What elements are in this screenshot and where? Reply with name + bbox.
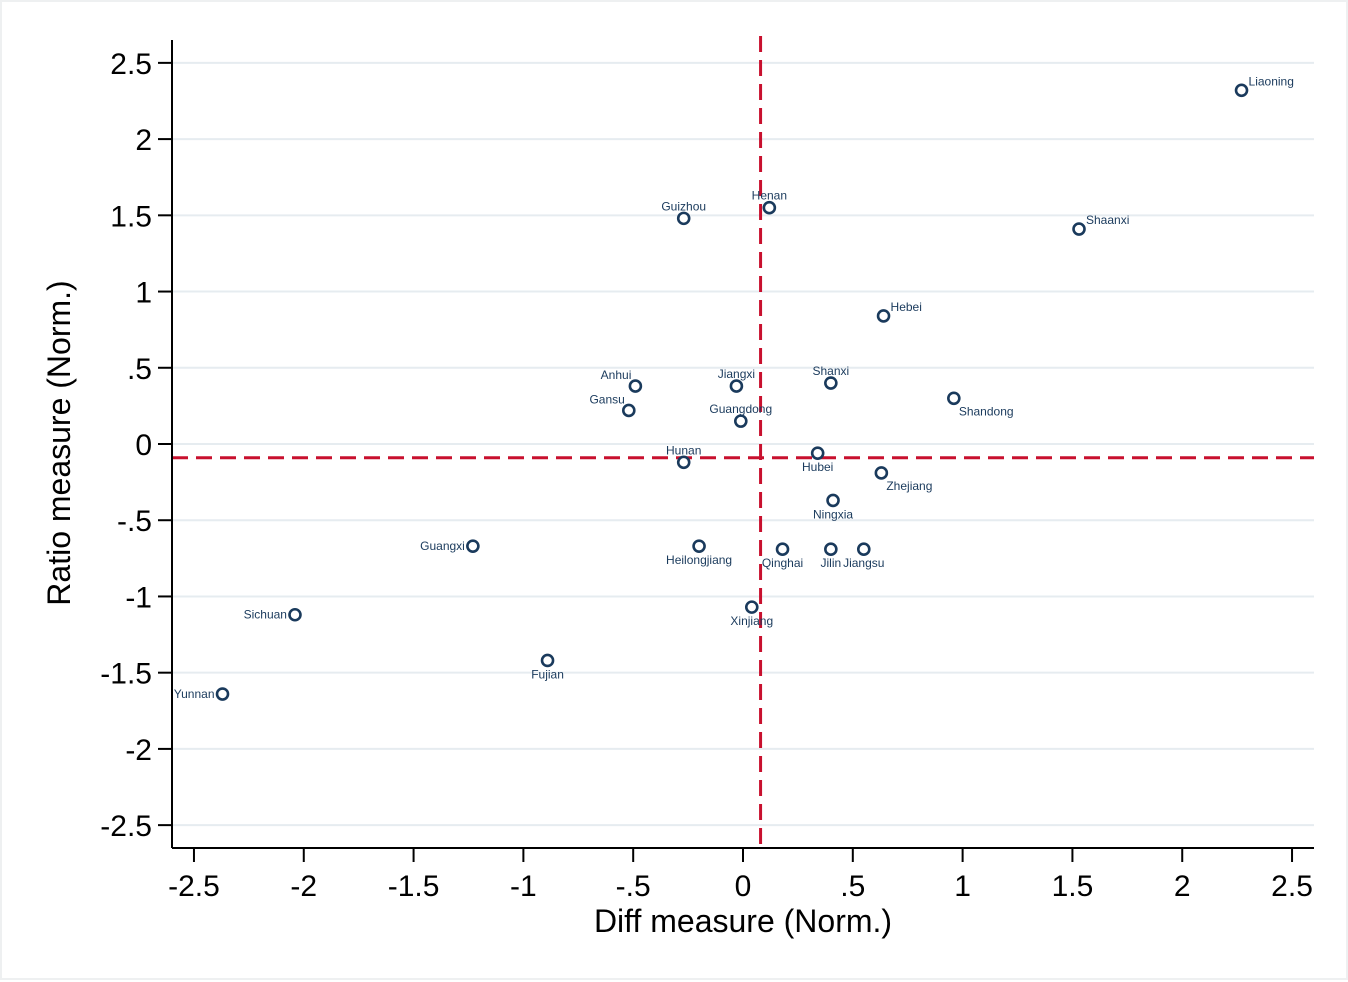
point-label-yunnan: Yunnan: [174, 687, 215, 701]
point-guangxi: [466, 539, 480, 553]
y-tick-label: -2: [125, 734, 152, 767]
point-label-shandong: Shandong: [959, 404, 1014, 418]
point-fujian: [540, 653, 555, 668]
x-tick-label: -1.5: [388, 870, 440, 903]
y-tick-label: 1: [135, 277, 152, 310]
point-label-zhejiang: Zhejiang: [886, 479, 932, 493]
point-label-heilongjiang: Heilongjiang: [666, 553, 732, 567]
y-tick-label: 2: [135, 124, 152, 157]
x-tick-label: 1: [954, 870, 971, 903]
x-tick-label: -2: [290, 870, 317, 903]
point-sichuan: [288, 607, 302, 622]
x-tick-label: 0: [735, 870, 752, 903]
point-xinjiang: [744, 600, 759, 614]
point-label-ningxia: Ningxia: [813, 507, 853, 521]
point-heilongjiang: [692, 539, 706, 553]
point-jilin: [824, 542, 838, 556]
point-label-fujian: Fujian: [531, 667, 564, 681]
point-label-jilin: Jilin: [821, 556, 842, 570]
x-tick-label: -1: [510, 870, 537, 903]
ticks: 2.521.51.50-.5-1-1.5-2-2.5-2.5 -2 -1.5 -1 -.…: [100, 48, 1313, 903]
reference-lines: [172, 36, 1314, 848]
point-label-xinjiang: Xinjiang: [730, 614, 773, 628]
point-jiangxi: [729, 379, 744, 393]
x-tick-label: -.5: [616, 870, 651, 903]
point-qinghai: [775, 542, 790, 556]
x-tick-label: 2: [1174, 870, 1191, 903]
y-tick-label: -1: [125, 581, 152, 614]
x-axis-title: Diff measure (Norm.): [594, 903, 892, 939]
y-tick-label: 0: [135, 429, 152, 462]
point-label-sichuan: Sichuan: [244, 608, 287, 622]
point-label-jiangsu: Jiangsu: [843, 556, 884, 570]
x-tick-label: .5: [840, 870, 865, 903]
x-tick-label: -2.5: [168, 870, 220, 903]
point-guizhou: [676, 211, 691, 226]
y-tick-label: 2.5: [110, 48, 152, 81]
point-henan: [762, 200, 777, 215]
point-guangdong: [734, 414, 748, 428]
x-tick-label: 1.5: [1052, 870, 1094, 903]
point-label-liaoning: Liaoning: [1249, 74, 1294, 88]
x-tick-label: 2.5: [1271, 870, 1313, 903]
y-tick-label: .5: [127, 353, 152, 386]
point-jiangsu: [856, 542, 871, 556]
point-label-shanxi: Shanxi: [812, 364, 849, 378]
point-label-anhui: Anhui: [601, 368, 632, 382]
point-shanxi: [824, 376, 838, 390]
point-label-hebei: Hebei: [891, 300, 922, 314]
y-tick-label: -1.5: [100, 658, 152, 691]
gridlines: [172, 61, 1314, 827]
point-label-henan: Henan: [752, 189, 787, 203]
point-label-qinghai: Qinghai: [762, 556, 803, 570]
point-shaanxi: [1072, 222, 1086, 236]
point-label-shaanxi: Shaanxi: [1086, 213, 1129, 227]
point-anhui: [628, 379, 643, 393]
point-hubei: [810, 446, 825, 460]
point-hunan: [676, 455, 691, 470]
data-points: Liaoning Shaanxi Henan Guizhou Hebei Anhui Jia…: [174, 74, 1294, 701]
point-label-hubei: Hubei: [802, 460, 833, 474]
point-yunnan: [215, 687, 230, 701]
y-axis-title: Ratio measure (Norm.): [41, 280, 77, 605]
point-gansu: [621, 403, 636, 418]
y-tick-label: -.5: [117, 505, 152, 538]
point-liaoning: [1234, 83, 1249, 98]
point-label-hunan: Hunan: [666, 443, 701, 457]
point-hebei: [876, 309, 891, 323]
point-ningxia: [826, 493, 840, 508]
y-tick-label: 1.5: [110, 200, 152, 233]
y-tick-label: -2.5: [100, 810, 152, 843]
point-label-gansu: Gansu: [589, 392, 624, 406]
point-label-guangdong: Guangdong: [709, 402, 772, 416]
point-shandong: [947, 391, 961, 406]
point-zhejiang: [874, 466, 889, 480]
point-label-jiangxi: Jiangxi: [718, 367, 755, 381]
point-label-guangxi: Guangxi: [420, 539, 465, 553]
point-label-guizhou: Guizhou: [661, 199, 706, 213]
